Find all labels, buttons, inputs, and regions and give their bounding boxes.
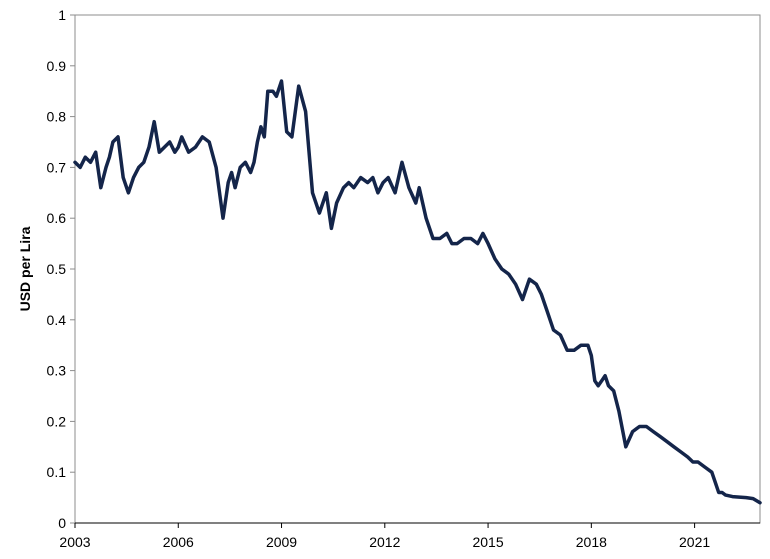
y-tick-label: 1 bbox=[58, 7, 66, 23]
x-tick-label: 2003 bbox=[59, 534, 90, 550]
series-group bbox=[73, 79, 762, 505]
y-axis-ticks: 0 0.1 0.2 0.3 0.4 0.5 0.6 0.7 0.8 0.9 1 bbox=[47, 7, 75, 531]
axes bbox=[74, 14, 761, 524]
y-tick-label: 0.8 bbox=[47, 109, 67, 125]
x-tick-label: 2009 bbox=[266, 534, 297, 550]
x-tick-label: 2018 bbox=[576, 534, 607, 550]
y-tick-label: 0.2 bbox=[47, 413, 67, 429]
x-tick-label: 2006 bbox=[163, 534, 194, 550]
x-tick-label: 2015 bbox=[472, 534, 503, 550]
series-line bbox=[73, 79, 762, 505]
plot-area-border bbox=[74, 14, 761, 524]
y-tick-label: 0.1 bbox=[47, 464, 67, 480]
x-tick-label: 2012 bbox=[369, 534, 400, 550]
y-tick-label: 0.3 bbox=[47, 363, 67, 379]
y-tick-label: 0.4 bbox=[47, 312, 67, 328]
y-tick-label: 0 bbox=[58, 515, 66, 531]
y-tick-label: 0.6 bbox=[47, 210, 67, 226]
y-tick-label: 0.5 bbox=[47, 261, 67, 277]
x-axis-ticks: 2003 2006 2009 2012 2015 2018 2021 bbox=[59, 523, 710, 550]
y-tick-label: 0.7 bbox=[47, 159, 67, 175]
y-tick-label: 0.9 bbox=[47, 58, 67, 74]
y-axis-title: USD per Lira bbox=[17, 226, 33, 311]
x-tick-label: 2021 bbox=[679, 534, 710, 550]
